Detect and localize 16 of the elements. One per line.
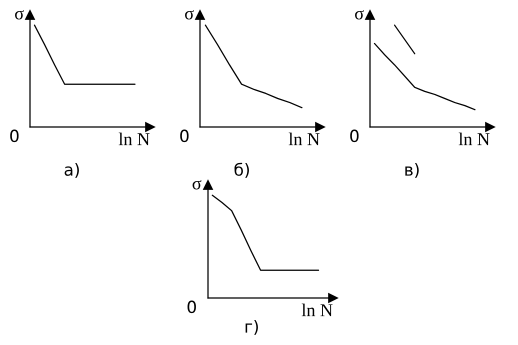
text: 0 <box>350 130 359 142</box>
text: 0 <box>10 130 19 142</box>
x-axis-title: ln N <box>118 132 150 146</box>
y-axis-title: σ <box>355 10 364 20</box>
text: г) <box>246 320 258 335</box>
text: в) <box>405 163 419 178</box>
x-axis-title: ln N <box>288 132 320 146</box>
y-axis-title: σ <box>15 10 24 20</box>
y-axis-title: σ <box>185 10 194 20</box>
text: 0 <box>188 300 196 314</box>
text: б) <box>234 162 249 178</box>
x-axis-title: ln N <box>458 132 490 146</box>
text: а) <box>64 163 79 178</box>
x-axis-title: ln N <box>302 304 333 316</box>
y-axis-title: σ <box>192 180 202 190</box>
text: 0 <box>180 130 189 142</box>
